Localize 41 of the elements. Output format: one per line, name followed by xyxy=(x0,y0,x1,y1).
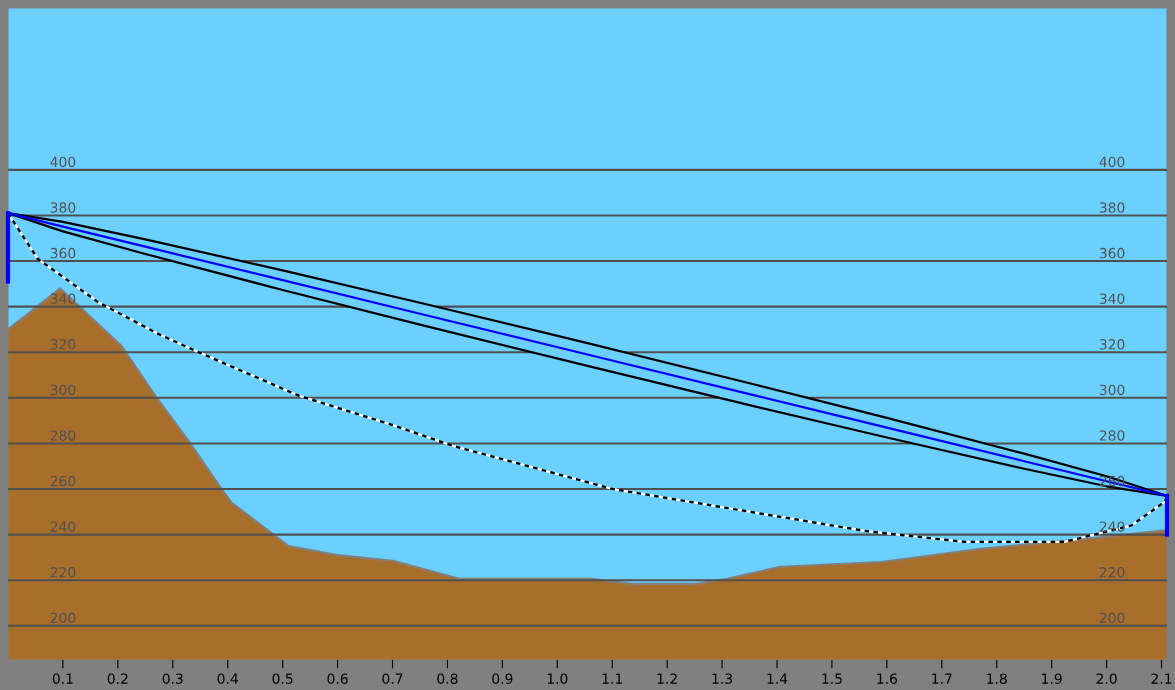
x-tick-label: 1.2 xyxy=(657,673,677,684)
x-tick-label: 1.9 xyxy=(1042,673,1062,684)
y2-tick-label: 200 xyxy=(1099,612,1125,624)
x-tick-label: 1.3 xyxy=(712,673,733,684)
x-tick-label: 0.6 xyxy=(327,673,348,684)
y2-tick-label: 320 xyxy=(1099,339,1125,350)
x-tick-label: 0.4 xyxy=(217,673,238,684)
x-tick-label: 2.1 xyxy=(1151,673,1172,684)
y-tick-label: 220 xyxy=(50,567,76,578)
y2-tick-label: 240 xyxy=(1099,521,1125,532)
y-tick-label: 400 xyxy=(50,156,76,168)
x-tick-label: 0.2 xyxy=(107,673,128,684)
x-tick-label: 0.3 xyxy=(162,673,183,684)
y2-tick-label: 400 xyxy=(1099,156,1125,168)
y2-tick-label: 220 xyxy=(1099,567,1125,578)
x-tick-label: 0.8 xyxy=(437,673,458,684)
y-tick-label: 360 xyxy=(50,247,76,259)
y2-tick-label: 280 xyxy=(1099,430,1125,441)
x-tick-label: 1.5 xyxy=(822,673,842,684)
x-tick-label: 1.4 xyxy=(767,673,788,684)
y-tick-label: 240 xyxy=(50,521,76,532)
y2-tick-label: 340 xyxy=(1099,293,1125,304)
y-tick-label: 280 xyxy=(50,430,76,441)
y-tick-label: 320 xyxy=(50,339,76,350)
y-tick-label: 380 xyxy=(50,202,76,213)
x-tick-label: 1.1 xyxy=(602,673,622,684)
y-tick-label: 200 xyxy=(50,612,76,624)
x-tick-label: 1.0 xyxy=(547,673,568,684)
x-tick-label: 1.6 xyxy=(877,673,898,684)
y2-tick-label: 300 xyxy=(1099,384,1125,396)
x-tick-label: 1.7 xyxy=(932,673,952,684)
y2-tick-label: 360 xyxy=(1099,247,1125,259)
x-tick-label: 0.7 xyxy=(382,673,403,684)
x-tick-label: 1.8 xyxy=(987,673,1007,684)
x-tick-label: 2.0 xyxy=(1096,673,1117,684)
x-tick-label: 0.1 xyxy=(52,673,73,684)
y-tick-label: 260 xyxy=(50,475,76,487)
y-tick-label: 300 xyxy=(50,384,76,396)
x-tick-label: 0.9 xyxy=(492,673,513,684)
y2-tick-label: 380 xyxy=(1099,202,1125,213)
x-tick-label: 0.5 xyxy=(272,673,293,684)
